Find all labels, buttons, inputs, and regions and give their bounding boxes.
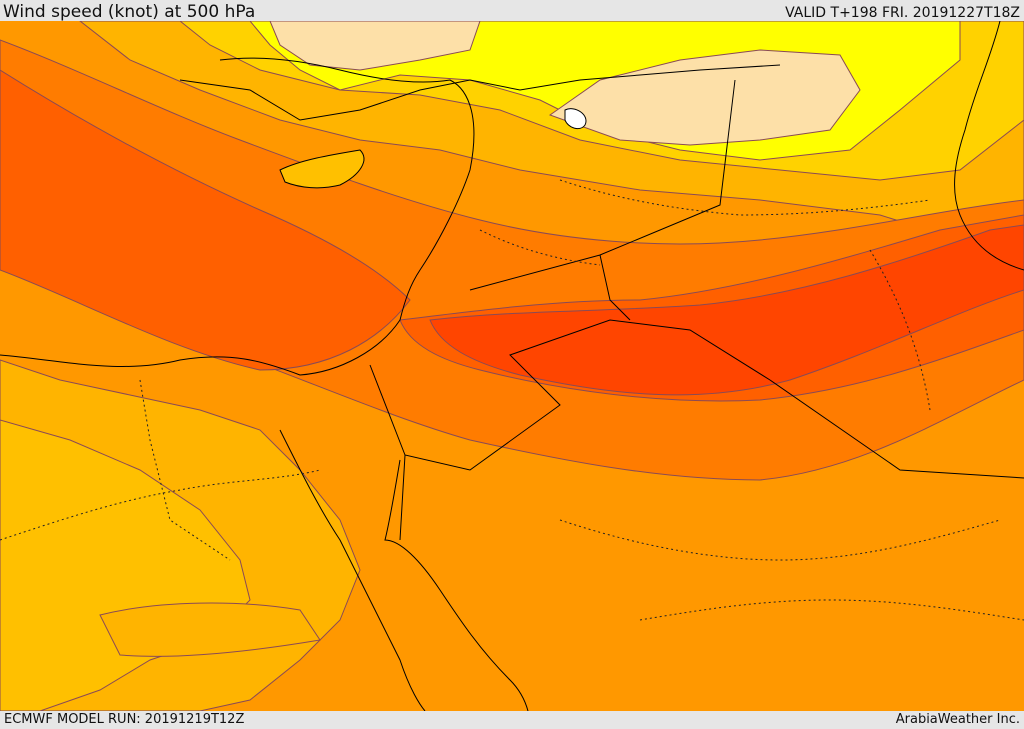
map-title: Wind speed (knot) at 500 hPa bbox=[3, 2, 256, 22]
wind-speed-map[interactable] bbox=[0, 21, 1024, 711]
valid-time: VALID T+198 FRI. 20191227T18Z bbox=[785, 5, 1020, 21]
model-run-label: ECMWF MODEL RUN: 20191219T12Z bbox=[4, 712, 245, 727]
band-southwest-strip bbox=[99, 602, 321, 657]
header-bar: Wind speed (knot) at 500 hPa VALID T+198… bbox=[0, 0, 1024, 21]
band-north-lowest bbox=[269, 21, 481, 71]
coastline-mediterranean bbox=[0, 57, 475, 376]
admin-borders-dotted bbox=[0, 179, 1024, 621]
coastline-red-sea bbox=[279, 429, 529, 711]
band-jet-highest bbox=[429, 224, 1024, 396]
island-cyprus bbox=[279, 149, 365, 189]
credit-label: ArabiaWeather Inc. bbox=[895, 712, 1020, 727]
lake-van bbox=[564, 108, 587, 130]
map-canvas bbox=[0, 21, 1024, 711]
footer-bar: ECMWF MODEL RUN: 20191219T12Z ArabiaWeat… bbox=[0, 711, 1024, 729]
band-jet-higher bbox=[0, 69, 411, 371]
coastline-persian-gulf bbox=[954, 21, 1024, 271]
border-lines bbox=[179, 64, 1024, 541]
band-north-lowest-2 bbox=[548, 49, 861, 146]
